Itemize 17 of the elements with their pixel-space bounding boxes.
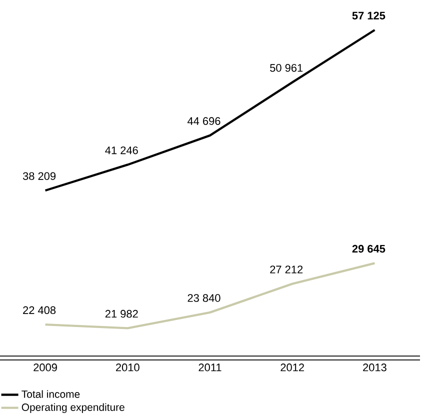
data-label: 21 982	[105, 310, 138, 318]
data-label: 44 696	[187, 117, 220, 125]
data-label: 41 246	[105, 146, 138, 154]
data-label: 57 125	[352, 12, 386, 20]
data-label: 29 645	[352, 244, 386, 253]
x-tick-label: 2011	[198, 364, 222, 372]
data-label: 23 840	[188, 294, 220, 302]
data-label: 38 209	[22, 172, 56, 180]
legend-label: Operating expenditure	[22, 403, 124, 414]
x-tick-label: 2010	[116, 364, 140, 372]
data-label: 22 408	[23, 306, 56, 314]
data-label: 50 961	[270, 64, 303, 72]
legend-label: Total income	[22, 390, 80, 398]
data-label: 27 212	[270, 266, 303, 274]
x-tick-label: 2009	[34, 364, 57, 372]
x-tick-label: 2013	[363, 364, 386, 372]
x-tick-label: 2012	[280, 364, 304, 372]
